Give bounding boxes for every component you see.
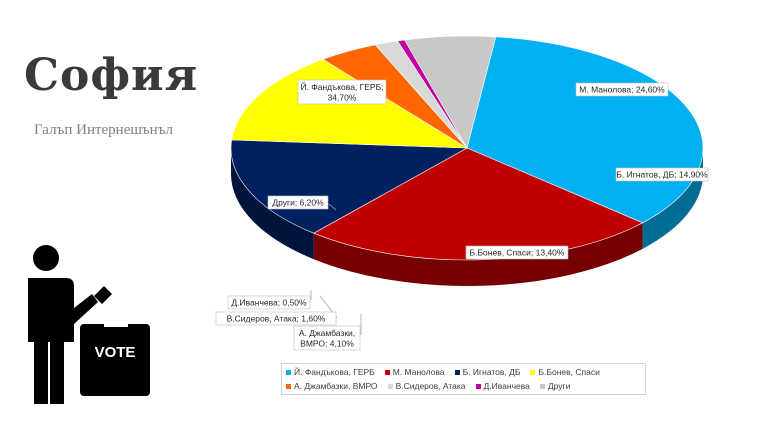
legend-swatch-0 xyxy=(286,369,291,375)
legend-item-3: Б.Бонев, Спаси xyxy=(530,367,600,377)
data-label-text-2: Б. Игнатов, ДБ; 14,90% xyxy=(616,170,708,180)
legend-label-0: Й. Фандъкова, ГЕРБ xyxy=(294,367,375,377)
data-label-text-0: Й. Фандъкова, ГЕРБ; 34,70% xyxy=(300,81,383,103)
data-label-4: А. Джамбазки, ВМРО; 4,10% xyxy=(293,314,362,351)
data-label-7: Други; 6,20% xyxy=(267,195,337,211)
pie-side-1 xyxy=(313,222,643,286)
legend-label-2: Б. Игнатов, ДБ xyxy=(462,367,521,377)
legend-item-6: Д.Иванчева xyxy=(475,381,530,391)
pie-slice-2 xyxy=(230,139,469,234)
legend-swatch-3 xyxy=(530,369,536,375)
legend-item-2: Б. Игнатов, ДБ xyxy=(454,367,521,377)
legend-label-3: Б.Бонев, Спаси xyxy=(538,367,600,377)
data-label-text-6: Д.Иванчева; 0,50% xyxy=(231,298,307,308)
legend-item-0: Й. Фандъкова, ГЕРБ xyxy=(286,367,375,377)
data-label-text-5: В.Сидеров, Атака; 1,60% xyxy=(227,314,326,324)
page-title: София xyxy=(24,50,199,101)
pollster-name: Галъп Интернешънъл xyxy=(34,122,173,138)
legend-label-5: В.Сидеров, Атака xyxy=(395,381,466,391)
legend-swatch-1 xyxy=(384,369,390,375)
data-label-5: В.Сидеров, Атака; 1,60% xyxy=(215,295,338,326)
legend-swatch-7 xyxy=(539,383,545,389)
legend-swatch-2 xyxy=(454,369,460,375)
legend-swatch-4 xyxy=(286,383,291,389)
pie-side-2 xyxy=(231,148,314,260)
legend-item-7: Други xyxy=(539,381,571,391)
pie-slice-1 xyxy=(313,147,644,261)
data-label-text-1: М. Манолова; 24,60% xyxy=(579,85,665,95)
data-label-0: Й. Фандъкова, ГЕРБ; 34,70% xyxy=(297,79,387,105)
data-label-6: Д.Иванчева; 0,50% xyxy=(227,290,312,310)
legend-label-4: А. Джамбазки, ВМРО xyxy=(294,381,378,391)
legend-item-5: В.Сидеров, Атака xyxy=(387,381,466,391)
legend-label-7: Други xyxy=(547,381,571,391)
pie-side-0 xyxy=(642,148,703,249)
pie-slice-7 xyxy=(404,35,497,149)
legend-item-4: А. Джамбазки, ВМРО xyxy=(286,381,378,391)
data-label-1: М. Манолова; 24,60% xyxy=(575,82,669,97)
leader-line-7 xyxy=(328,203,337,211)
data-label-text-3: Б.Бонев, Спаси; 13,40% xyxy=(470,248,565,258)
vote-label: VOTE xyxy=(95,344,136,361)
data-label-3: Б.Бонев, Спаси; 13,40% xyxy=(465,245,569,260)
data-label-2: Б. Игнатов, ДБ; 14,90% xyxy=(615,167,709,182)
legend-swatch-5 xyxy=(387,383,393,389)
legend-swatch-6 xyxy=(475,383,481,389)
legend-item-1: М. Манолова xyxy=(384,367,445,377)
legend-label-1: М. Манолова xyxy=(392,367,445,377)
chart-legend: Й. Фандъкова, ГЕРБ М. Манолова Б. Игнатов,… xyxy=(281,363,646,395)
data-label-text-7: Други; 6,20% xyxy=(272,198,324,208)
data-label-text-4: А. Джамбазки, ВМРО; 4,10% xyxy=(299,328,355,349)
voter-ballot-box-icon: VOTE xyxy=(28,245,150,404)
legend-label-6: Д.Иванчева xyxy=(483,381,530,391)
